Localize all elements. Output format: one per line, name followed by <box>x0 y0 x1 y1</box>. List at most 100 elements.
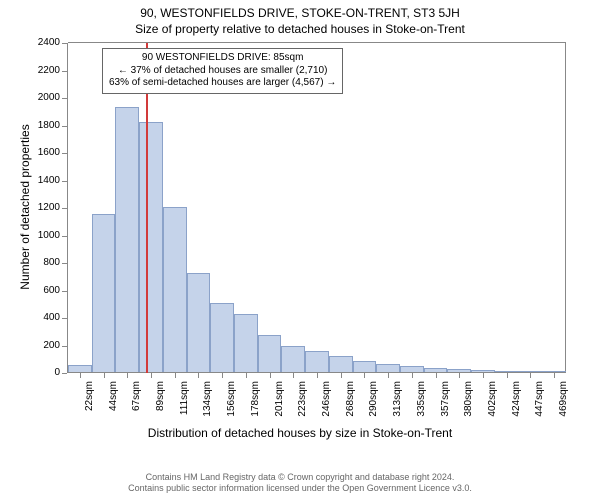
y-tick <box>62 236 67 237</box>
histogram-bar <box>305 351 329 372</box>
histogram-bar <box>424 368 448 372</box>
x-tick-label: 357sqm <box>440 381 451 461</box>
x-tick <box>175 373 176 378</box>
x-tick-label: 335sqm <box>416 381 427 461</box>
histogram-bar <box>542 371 566 372</box>
y-axis-label: Number of detached properties <box>18 42 32 372</box>
x-tick <box>483 373 484 378</box>
y-tick-label: 200 <box>28 340 60 351</box>
x-axis-label: Distribution of detached houses by size … <box>0 426 600 440</box>
y-tick-label: 400 <box>28 312 60 323</box>
y-tick <box>62 291 67 292</box>
y-tick-label: 800 <box>28 257 60 268</box>
chart-title-sub: Size of property relative to detached ho… <box>0 22 600 36</box>
histogram-bar <box>68 365 92 372</box>
x-tick <box>388 373 389 378</box>
x-tick-label: 201sqm <box>274 381 285 461</box>
x-tick <box>436 373 437 378</box>
y-axis-line <box>67 43 68 373</box>
x-tick <box>530 373 531 378</box>
x-tick-label: 313sqm <box>392 381 403 461</box>
x-tick-label: 402sqm <box>487 381 498 461</box>
histogram-bar <box>519 371 543 372</box>
y-tick-label: 2400 <box>28 37 60 48</box>
x-tick <box>80 373 81 378</box>
histogram-bar <box>281 346 305 372</box>
x-tick <box>459 373 460 378</box>
histogram-bar <box>139 122 163 372</box>
y-tick <box>62 71 67 72</box>
y-tick-label: 1600 <box>28 147 60 158</box>
y-tick <box>62 98 67 99</box>
chart-title-main: 90, WESTONFIELDS DRIVE, STOKE-ON-TRENT, … <box>0 6 600 20</box>
histogram-bar <box>92 214 116 372</box>
x-tick <box>246 373 247 378</box>
histogram-bar <box>234 314 258 372</box>
y-tick <box>62 153 67 154</box>
x-tick <box>151 373 152 378</box>
histogram-bar <box>210 303 234 372</box>
y-tick <box>62 181 67 182</box>
x-tick-label: 111sqm <box>179 381 190 461</box>
x-tick-label: 67sqm <box>131 381 142 461</box>
y-tick <box>62 126 67 127</box>
histogram-bar <box>495 371 519 372</box>
x-tick <box>364 373 365 378</box>
y-tick-label: 2200 <box>28 65 60 76</box>
footer-attribution: Contains HM Land Registry data © Crown c… <box>0 472 600 495</box>
marker-info-line: 63% of semi-detached houses are larger (… <box>109 77 336 90</box>
x-tick-label: 380sqm <box>463 381 474 461</box>
x-tick-label: 156sqm <box>226 381 237 461</box>
x-tick-label: 89sqm <box>155 381 166 461</box>
x-tick-label: 246sqm <box>321 381 332 461</box>
y-tick <box>62 208 67 209</box>
histogram-bar <box>353 361 377 372</box>
y-tick-label: 2000 <box>28 92 60 103</box>
x-tick <box>270 373 271 378</box>
histogram-bar <box>471 370 495 372</box>
x-tick-label: 447sqm <box>534 381 545 461</box>
histogram-bar <box>376 364 400 372</box>
marker-info-box: 90 WESTONFIELDS DRIVE: 85sqm← 37% of det… <box>102 48 343 94</box>
x-tick-label: 22sqm <box>84 381 95 461</box>
x-tick-label: 44sqm <box>108 381 119 461</box>
x-tick <box>198 373 199 378</box>
x-tick-label: 223sqm <box>297 381 308 461</box>
histogram-bar <box>163 207 187 372</box>
x-tick <box>293 373 294 378</box>
y-tick <box>62 43 67 44</box>
x-tick <box>127 373 128 378</box>
x-tick <box>554 373 555 378</box>
chart-root: 90, WESTONFIELDS DRIVE, STOKE-ON-TRENT, … <box>0 0 600 500</box>
marker-info-line: ← 37% of detached houses are smaller (2,… <box>109 65 336 78</box>
x-tick-label: 469sqm <box>558 381 569 461</box>
footer-line-1: Contains HM Land Registry data © Crown c… <box>0 472 600 483</box>
y-tick-label: 0 <box>28 367 60 378</box>
x-tick <box>412 373 413 378</box>
y-tick <box>62 318 67 319</box>
histogram-bar <box>258 335 282 372</box>
x-tick <box>317 373 318 378</box>
footer-line-2: Contains public sector information licen… <box>0 483 600 494</box>
y-tick-label: 1400 <box>28 175 60 186</box>
y-tick-label: 1200 <box>28 202 60 213</box>
x-tick-label: 290sqm <box>368 381 379 461</box>
y-tick-label: 1800 <box>28 120 60 131</box>
x-tick-label: 424sqm <box>511 381 522 461</box>
y-tick <box>62 263 67 264</box>
histogram-bar <box>447 369 471 372</box>
x-tick <box>222 373 223 378</box>
histogram-bar <box>187 273 211 372</box>
y-tick <box>62 373 67 374</box>
marker-info-line: 90 WESTONFIELDS DRIVE: 85sqm <box>109 52 336 65</box>
x-tick <box>341 373 342 378</box>
x-tick-label: 134sqm <box>202 381 213 461</box>
histogram-bar <box>400 366 424 372</box>
histogram-bar <box>329 356 353 373</box>
histogram-bar <box>115 107 139 372</box>
x-tick-label: 178sqm <box>250 381 261 461</box>
x-tick <box>104 373 105 378</box>
x-tick <box>507 373 508 378</box>
x-tick-label: 268sqm <box>345 381 356 461</box>
y-tick-label: 1000 <box>28 230 60 241</box>
